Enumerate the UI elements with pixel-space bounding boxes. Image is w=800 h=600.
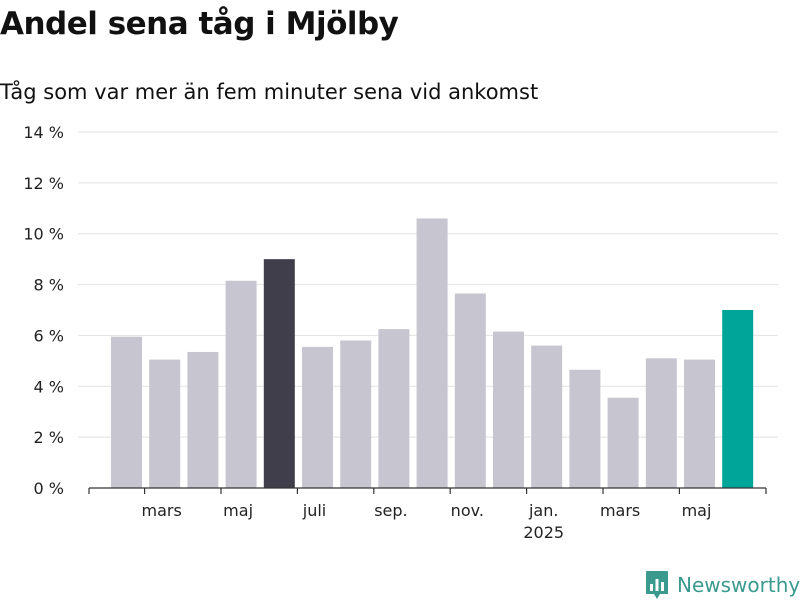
bar — [263, 259, 295, 488]
bar-chart: 0 % 2 % 4 % 6 % 8 % 10 % 12 % 14 % mars maj juli se… — [23, 123, 778, 542]
y-tick-label: 10 % — [23, 225, 64, 244]
x-tick-label: sep. — [374, 501, 407, 520]
x-tick-label: mars — [600, 501, 640, 520]
chart-subtitle: Tåg som var mer än fem minuter sena vid … — [0, 80, 539, 104]
y-tick-label: 0 % — [34, 479, 64, 498]
bar — [684, 359, 715, 488]
x-tick-label: maj — [682, 501, 712, 520]
x-tick-label: juli — [302, 501, 326, 520]
chart-title: Andel sena tåg i Mjölby — [0, 6, 399, 42]
bar — [340, 340, 372, 488]
bar — [607, 397, 639, 488]
bar — [493, 331, 524, 488]
bar — [378, 329, 410, 488]
y-tick-label: 2 % — [34, 428, 64, 447]
brand-name: Newsworthy — [677, 573, 800, 597]
bar — [416, 218, 448, 488]
bar — [225, 280, 257, 488]
y-tick-label: 4 % — [34, 377, 64, 396]
x-tick-label: mars — [142, 501, 182, 520]
newsworthy-logo-icon — [646, 571, 668, 599]
bar — [722, 310, 754, 488]
y-tick-label: 14 % — [23, 123, 64, 142]
y-tick-label: 8 % — [34, 276, 64, 295]
bar — [187, 351, 219, 488]
bar — [454, 293, 486, 488]
bar — [149, 359, 181, 488]
x-tick-label: jan. — [528, 501, 558, 520]
y-tick-label: 6 % — [34, 326, 64, 345]
x-tick-sublabel: 2025 — [523, 523, 564, 542]
x-tick-label: nov. — [451, 501, 484, 520]
brand-logo: Newsworthy — [645, 570, 800, 600]
bar — [302, 346, 333, 488]
bar — [569, 369, 601, 488]
bar — [111, 336, 142, 488]
y-tick-label: 12 % — [23, 174, 64, 193]
x-tick-label: maj — [223, 501, 253, 520]
bar — [531, 345, 563, 488]
bar — [645, 358, 677, 488]
